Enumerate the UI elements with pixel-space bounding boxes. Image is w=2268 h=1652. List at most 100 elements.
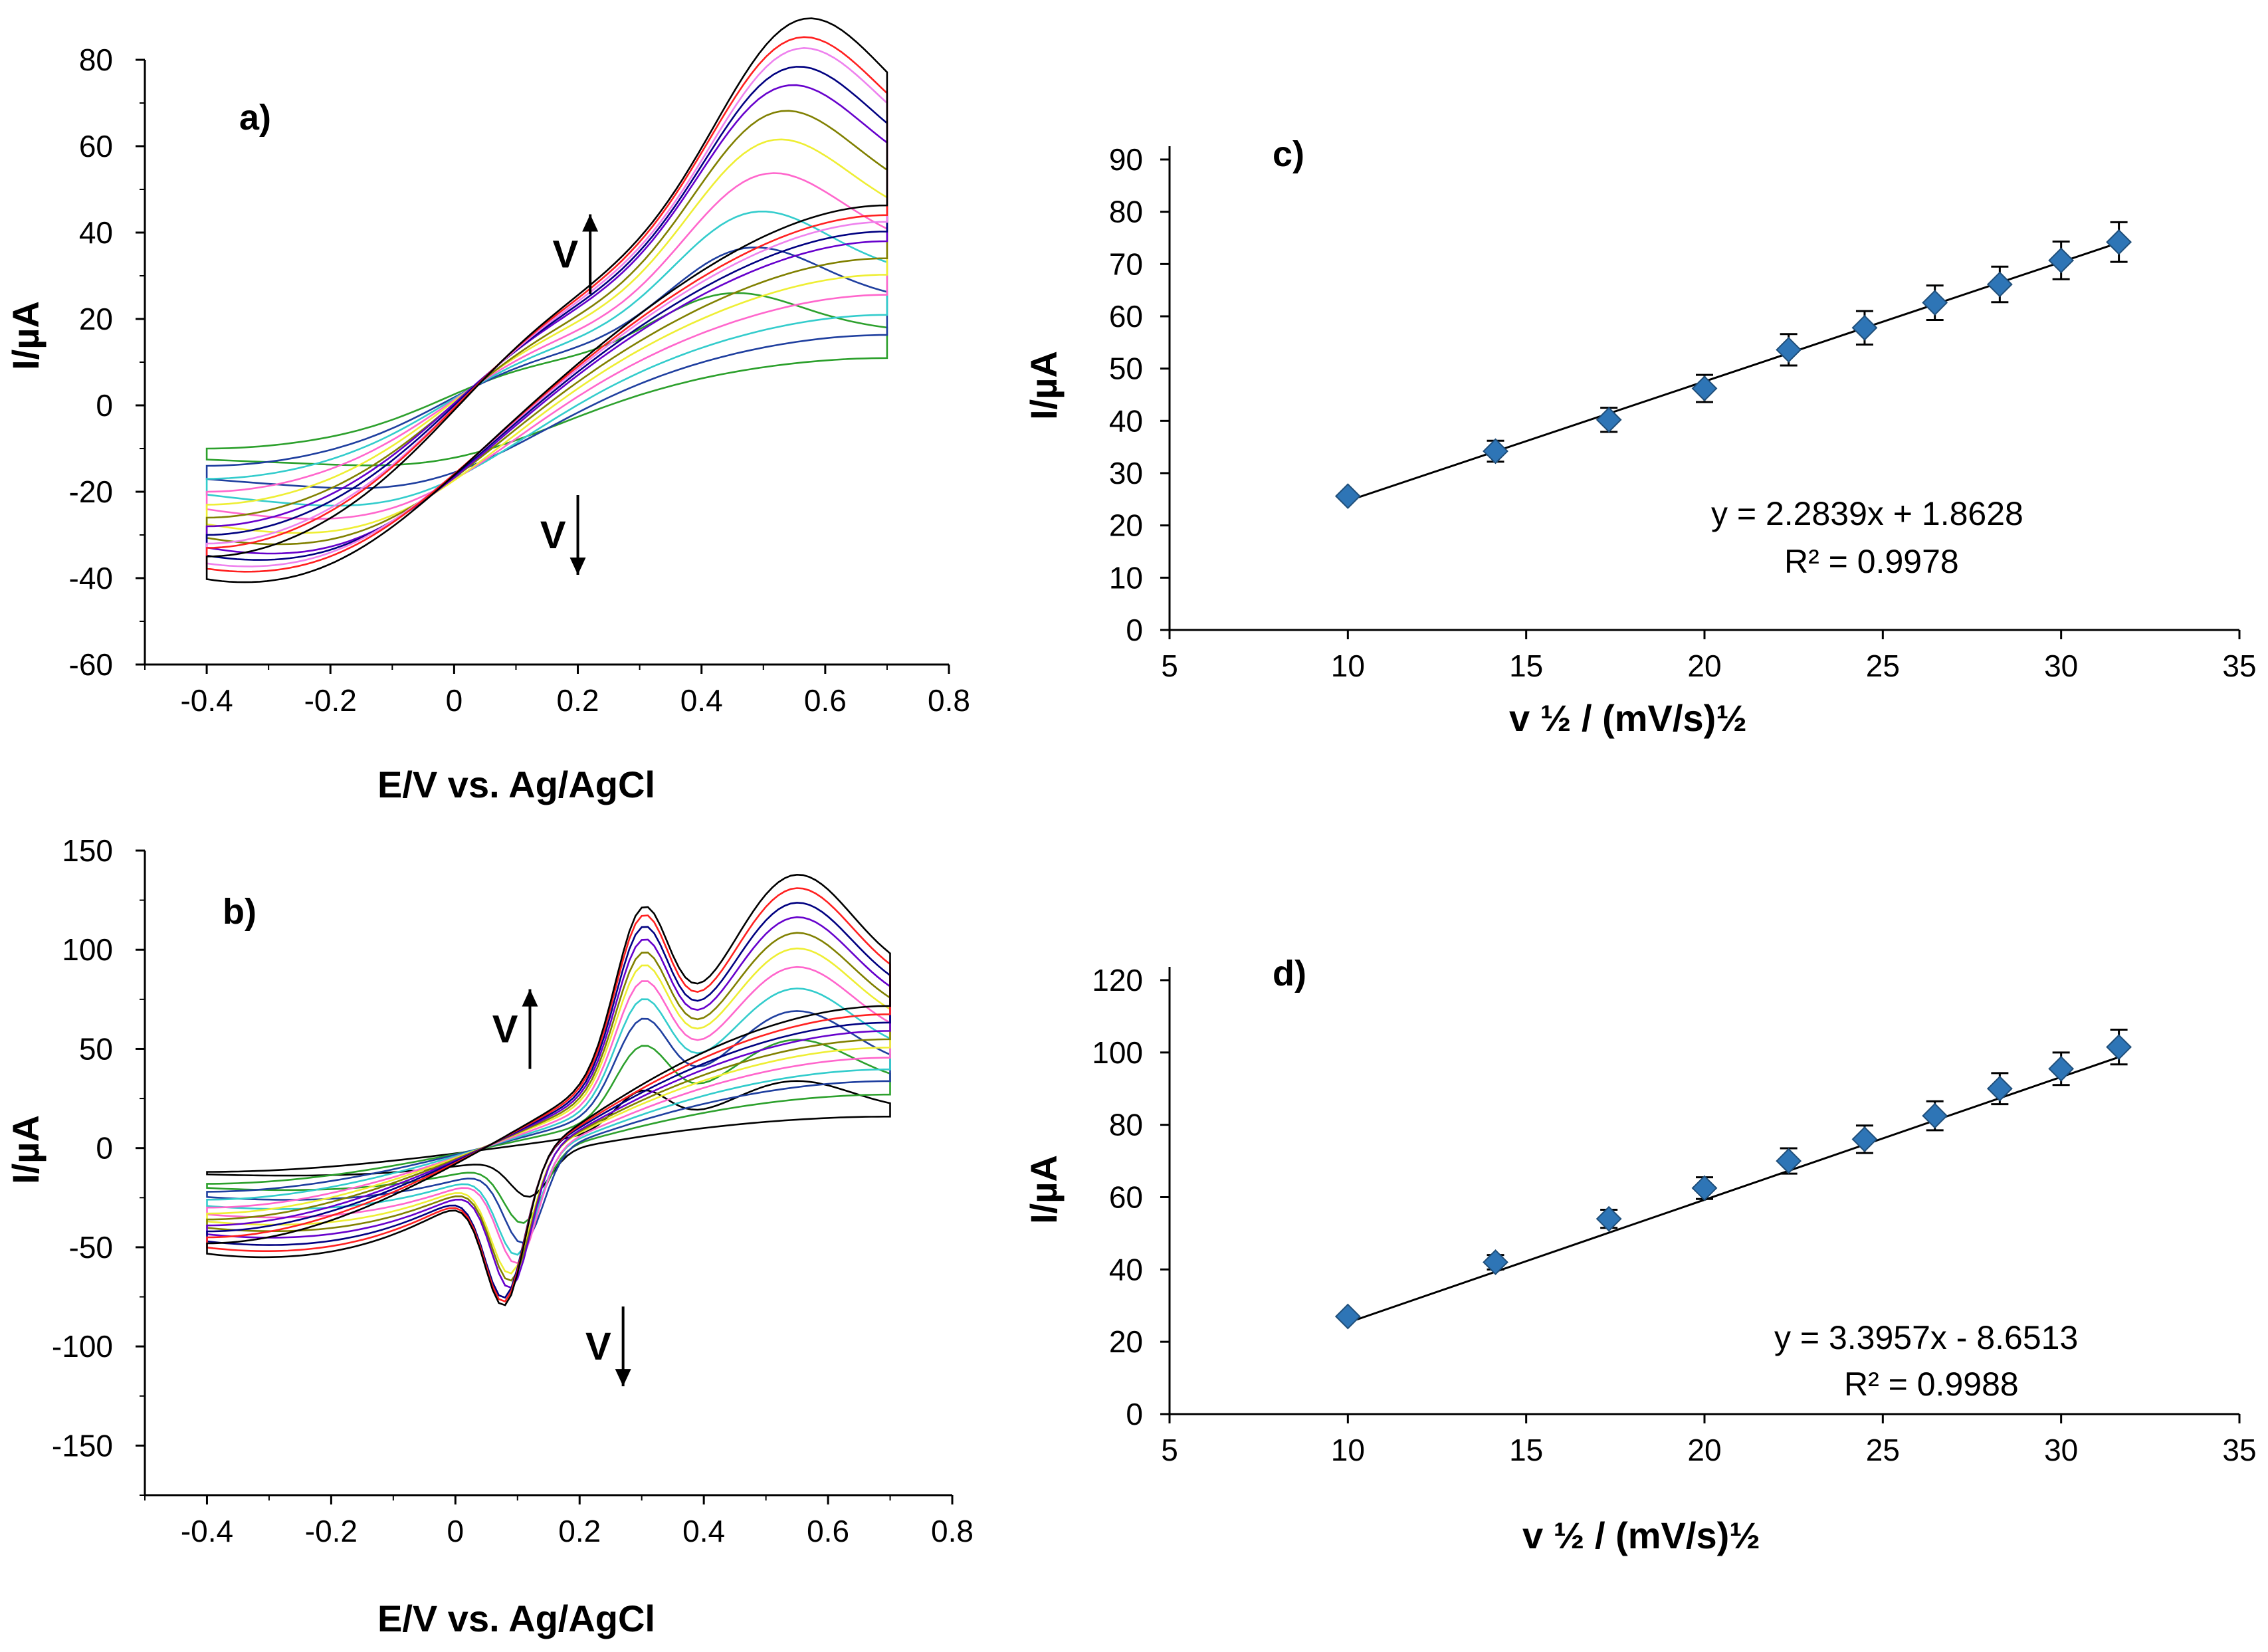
panel-label: a) — [239, 98, 271, 138]
y-tick-label: 50 — [1109, 352, 1143, 386]
data-point — [1922, 1102, 1948, 1129]
trendline-segment — [1347, 1056, 2120, 1324]
trend-equation: y = 2.2839x + 1.8628 — [1711, 495, 2023, 532]
y-tick-label: 60 — [79, 129, 113, 163]
data-point — [1851, 314, 1878, 341]
x-axis-title: v ½ / (mV/s)½ — [1522, 1514, 1760, 1556]
x-tick-label: 0.6 — [804, 683, 847, 718]
cv-curves — [206, 873, 891, 1306]
x-axis-title: E/V vs. Ag/AgCl — [377, 1598, 655, 1639]
y-tick-label: -150 — [52, 1428, 113, 1463]
cv-curve — [206, 916, 891, 1289]
y-tick-label: 50 — [79, 1031, 113, 1066]
arrow-label: V — [540, 514, 566, 557]
r-squared: R² = 0.9988 — [1844, 1366, 2019, 1403]
arrow-label: V — [552, 233, 578, 276]
x-tick-label: 15 — [1509, 649, 1543, 683]
data-point — [2048, 247, 2075, 274]
cv-curve — [206, 932, 891, 1282]
x-tick-label: 0.8 — [928, 683, 970, 718]
y-tick-label: 0 — [96, 388, 113, 423]
cv-curve — [206, 902, 891, 1299]
x-tick-label: 30 — [2044, 649, 2078, 683]
cv-curve — [206, 966, 891, 1265]
data-point — [1596, 407, 1622, 433]
cv-curve — [205, 138, 888, 534]
cv-curve — [206, 1039, 891, 1224]
arrow-label: V — [585, 1325, 611, 1368]
data-point — [2106, 229, 2132, 255]
data-point — [1691, 375, 1718, 401]
y-tick-label: 40 — [1109, 403, 1143, 438]
panel-a-cyclic-voltammogram: -0.4 -0.2 0 0.2 0.4 0.6 0.8-60-40-20020406080 … — [5, 17, 970, 805]
cv-curve — [206, 947, 891, 1275]
panel-d-peak-current-plot: 5 10 15 20 25 30 35 0 20 40 60 80 100 120 d) y = 3.39… — [1023, 954, 2257, 1556]
x-tick-label: 0.4 — [682, 1514, 725, 1548]
panel-label: b) — [223, 892, 257, 932]
x-tick-label: 5 — [1161, 1433, 1178, 1467]
x-tick-label: 25 — [1866, 649, 1900, 683]
x-tick-label: 15 — [1509, 1433, 1543, 1467]
data-point — [1334, 483, 1361, 510]
x-tick-label: 0 — [446, 683, 463, 718]
x-tick-label: -0.4 — [180, 683, 233, 718]
y-tick-label: 60 — [1109, 299, 1143, 334]
y-tick-label: 100 — [62, 932, 113, 967]
cv-curve — [206, 1010, 891, 1244]
data-points — [1334, 1029, 2132, 1330]
y-tick-label: 90 — [1109, 142, 1143, 177]
x-tick-label: 20 — [1687, 649, 1721, 683]
y-tick-label: 80 — [1109, 1108, 1143, 1142]
y-tick-label: 150 — [62, 833, 113, 868]
axes: -0.4 -0.2 0 0.2 0.4 0.6 0.8 -150 -100 -50 0 50 100 15… — [52, 833, 974, 1548]
y-tick-label: 70 — [1109, 247, 1143, 281]
axes: 5 10 15 20 25 30 35 0 20 40 60 80 100 120 — [1092, 963, 2256, 1467]
y-tick-label: 120 — [1092, 963, 1143, 997]
data-points — [1334, 221, 2132, 510]
x-tick-label: 0.8 — [931, 1514, 974, 1548]
x-tick-label: -0.2 — [305, 1514, 358, 1548]
arrow-head — [522, 989, 538, 1007]
cv-curve — [205, 36, 888, 573]
r-squared-value: = 0.9978 — [1819, 543, 1959, 580]
x-tick-label: 0.6 — [807, 1514, 849, 1548]
data-point — [1776, 1148, 1802, 1174]
y-tick-label: -50 — [69, 1230, 113, 1265]
data-point — [1483, 1249, 1508, 1275]
data-point — [1986, 271, 2013, 298]
cv-curve — [205, 246, 888, 490]
x-tick-label: 35 — [2222, 1433, 2256, 1467]
cv-curve — [205, 172, 888, 520]
y-tick-label: -20 — [69, 474, 113, 509]
x-tick-label: 25 — [1866, 1433, 1900, 1467]
axes: 5 10 15 20 25 30 35 0 10 20 30 40 50 60 70 80 90 — [1109, 142, 2257, 683]
data-point — [1483, 438, 1508, 465]
x-tick-label: 5 — [1161, 649, 1178, 683]
data-point — [2106, 1034, 2132, 1061]
panel-label: c) — [1273, 134, 1304, 174]
x-tick-label: 10 — [1331, 1433, 1365, 1467]
data-point — [2048, 1055, 2075, 1082]
y-tick-label: 0 — [1126, 1397, 1143, 1431]
x-tick-label: 0.2 — [558, 1514, 601, 1548]
x-axis-title: E/V vs. Ag/AgCl — [377, 764, 655, 805]
data-point — [1986, 1075, 2013, 1102]
cv-curve — [205, 17, 888, 583]
x-tick-label: 30 — [2044, 1433, 2078, 1467]
y-tick-label: 40 — [79, 215, 113, 250]
x-tick-label: 20 — [1687, 1433, 1721, 1467]
y-tick-label: 0 — [96, 1131, 113, 1166]
data-point — [1596, 1205, 1622, 1232]
y-axis-title: I/µA — [1023, 1155, 1065, 1224]
axes: -0.4 -0.2 0 0.2 0.4 0.6 0.8 -60 -40 -20 0 20 40 60 80 — [69, 43, 970, 718]
x-tick-label: 0.4 — [680, 683, 723, 718]
arrow-head — [569, 558, 586, 575]
trend-equation: y = 3.3957x - 8.6513 — [1774, 1319, 2078, 1356]
r-squared-value: = 0.9988 — [1879, 1366, 2019, 1403]
y-tick-label: 0 — [1126, 613, 1143, 647]
cv-curve — [205, 292, 888, 466]
x-tick-label: -0.2 — [304, 683, 357, 718]
arrow-head — [615, 1369, 631, 1387]
cv-curve — [206, 887, 891, 1303]
y-tick-label: 60 — [1109, 1180, 1143, 1215]
